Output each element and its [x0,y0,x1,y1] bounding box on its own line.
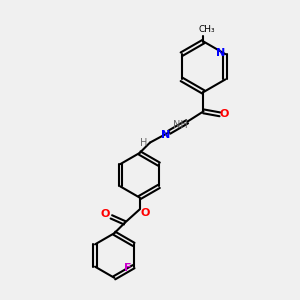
Text: N: N [161,130,170,140]
Text: H: H [140,138,147,148]
Text: O: O [220,109,229,119]
Text: O: O [140,208,150,218]
Text: O: O [101,209,110,219]
Text: CH₃: CH₃ [198,25,215,34]
Text: N: N [216,48,226,58]
Text: F: F [124,263,131,273]
Text: NH: NH [173,120,188,130]
